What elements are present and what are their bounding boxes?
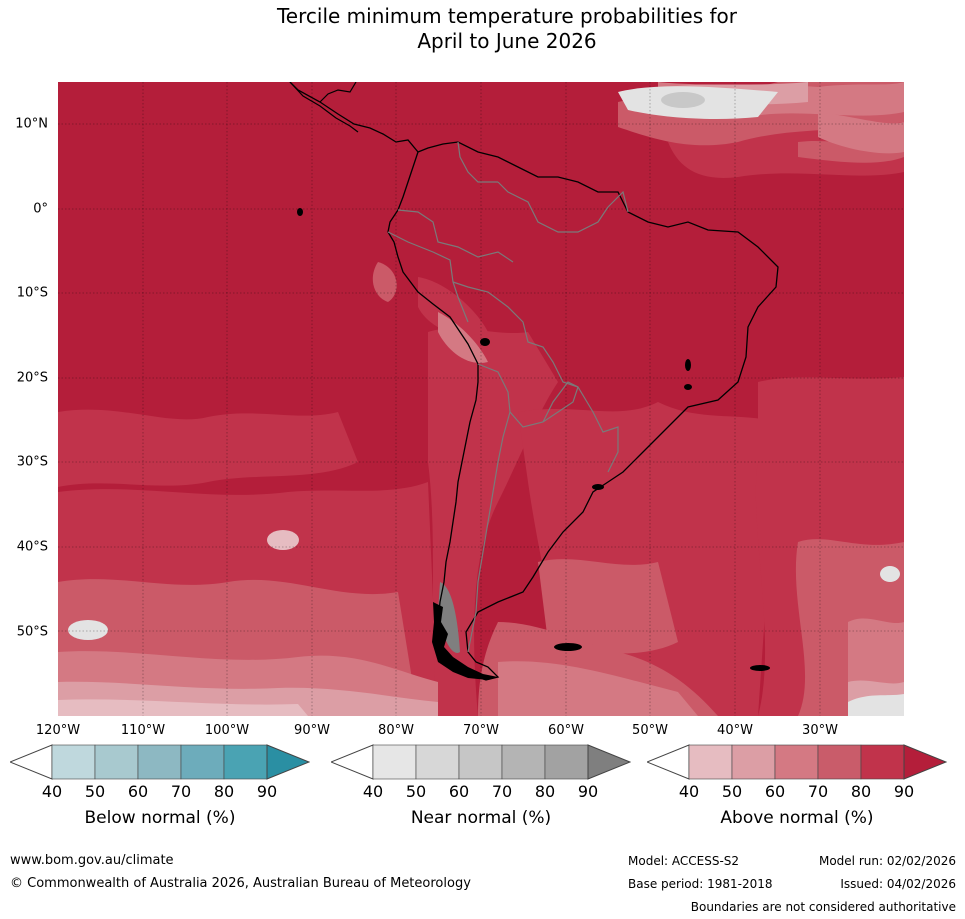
lon-label: 70°W bbox=[463, 723, 499, 738]
swatch-below-60 bbox=[137, 744, 182, 780]
swatch-above-40 bbox=[688, 744, 733, 780]
colorbar-above bbox=[645, 744, 948, 780]
regions-light bbox=[58, 86, 904, 716]
forecast-map[interactable] bbox=[58, 82, 904, 716]
map-canvas bbox=[58, 82, 904, 716]
map-title: Tercile minimum temperature probabilitie… bbox=[0, 4, 965, 54]
swatch-near-60 bbox=[458, 744, 503, 780]
country-borders bbox=[387, 141, 629, 653]
swatch-below-80 bbox=[223, 744, 268, 780]
footer-issued: Issued: 04/02/2026 bbox=[840, 877, 956, 891]
colorbar-near bbox=[329, 744, 632, 780]
legend-below-title: Below normal (%) bbox=[84, 808, 236, 828]
legend-above-title: Above normal (%) bbox=[720, 808, 874, 828]
tick: 50 bbox=[405, 782, 427, 801]
footer-url[interactable]: www.bom.gov.au/climate bbox=[10, 853, 174, 868]
tick: 60 bbox=[127, 782, 149, 801]
legend-near-normal: 40 50 60 70 80 90 Near normal (%) bbox=[329, 742, 632, 842]
colorbar-below bbox=[8, 744, 311, 780]
tick: 40 bbox=[41, 782, 63, 801]
swatch-near-90 bbox=[587, 744, 632, 780]
tick: 90 bbox=[893, 782, 915, 801]
lat-label: 30°S bbox=[16, 454, 48, 470]
lat-label: 50°S bbox=[16, 624, 48, 640]
tick: 70 bbox=[491, 782, 513, 801]
footer-model: Model: ACCESS-S2 bbox=[628, 854, 740, 868]
swatch-below-70 bbox=[180, 744, 225, 780]
tick: 70 bbox=[170, 782, 192, 801]
graticule bbox=[58, 82, 904, 716]
tick: 40 bbox=[362, 782, 384, 801]
footer-base-period: Base period: 1981-2018 bbox=[628, 877, 773, 891]
lon-label: 40°W bbox=[717, 723, 753, 738]
tick: 90 bbox=[256, 782, 278, 801]
tick: 80 bbox=[534, 782, 556, 801]
swatch-above-50 bbox=[731, 744, 776, 780]
lon-label: 50°W bbox=[632, 723, 668, 738]
swatch-below-90 bbox=[266, 744, 311, 780]
lon-label: 120°W bbox=[35, 723, 81, 738]
tick: 90 bbox=[577, 782, 599, 801]
swatch-near-80 bbox=[544, 744, 589, 780]
tick: 70 bbox=[807, 782, 829, 801]
legend-above-normal: 40 50 60 70 80 90 Above normal (%) bbox=[645, 742, 948, 842]
legend-below-normal: 40 50 60 70 80 90 Below normal (%) bbox=[8, 742, 311, 842]
title-line-2: April to June 2026 bbox=[417, 29, 597, 53]
lat-label: 0° bbox=[33, 201, 48, 217]
swatch-below-50 bbox=[94, 744, 139, 780]
lat-label: 10°N bbox=[15, 116, 48, 132]
footer-copyright: © Commonwealth of Australia 2026, Austra… bbox=[10, 876, 471, 891]
lon-label: 80°W bbox=[378, 723, 414, 738]
lon-label: 110°W bbox=[120, 723, 166, 738]
swatch-above-60 bbox=[774, 744, 819, 780]
title-line-1: Tercile minimum temperature probabilitie… bbox=[276, 4, 738, 28]
lon-label: 100°W bbox=[204, 723, 250, 738]
swatch-above-90 bbox=[903, 744, 948, 780]
lat-label: 20°S bbox=[16, 370, 48, 386]
swatch-near-50 bbox=[415, 744, 460, 780]
lon-label: 90°W bbox=[294, 723, 330, 738]
footer-disclaimer: Boundaries are not considered authoritat… bbox=[690, 900, 956, 914]
lon-label: 60°W bbox=[548, 723, 584, 738]
patagonia-near-normal bbox=[438, 582, 460, 653]
legend-near-title: Near normal (%) bbox=[410, 808, 552, 828]
swatch-below-40 bbox=[51, 744, 96, 780]
tick: 60 bbox=[448, 782, 470, 801]
islands bbox=[297, 208, 770, 680]
tick: 40 bbox=[678, 782, 700, 801]
tick: 60 bbox=[764, 782, 786, 801]
central-america-coastline bbox=[289, 82, 359, 133]
tick: 80 bbox=[850, 782, 872, 801]
lon-label: 30°W bbox=[802, 723, 838, 738]
tick: 50 bbox=[84, 782, 106, 801]
swatch-near-70 bbox=[501, 744, 546, 780]
tick: 50 bbox=[721, 782, 743, 801]
swatch-near-40 bbox=[372, 744, 417, 780]
tick: 80 bbox=[213, 782, 235, 801]
lat-label: 40°S bbox=[16, 539, 48, 555]
swatch-above-80 bbox=[860, 744, 905, 780]
swatch-above-70 bbox=[817, 744, 862, 780]
south-america-coastline bbox=[289, 82, 779, 681]
footer-model-run: Model run: 02/02/2026 bbox=[818, 854, 956, 868]
lat-label: 10°S bbox=[16, 285, 48, 301]
